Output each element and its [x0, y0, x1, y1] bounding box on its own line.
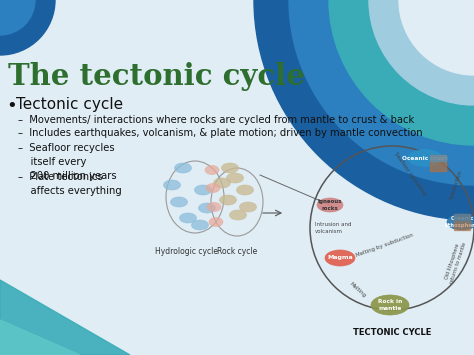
Ellipse shape — [171, 197, 188, 207]
Ellipse shape — [194, 185, 211, 195]
Text: Igneous
rocks: Igneous rocks — [318, 200, 342, 211]
Text: –  Includes earthquakes, volcanism, & plate motion; driven by mantle convection: – Includes earthquakes, volcanism, & pla… — [18, 128, 423, 138]
Ellipse shape — [227, 173, 244, 183]
Text: Old lithosphere
returns to mantle: Old lithosphere returns to mantle — [443, 240, 467, 284]
Ellipse shape — [191, 220, 209, 230]
Ellipse shape — [219, 195, 237, 205]
Circle shape — [369, 0, 474, 105]
Text: –  Seafloor recycles
    itself every
    200 million years: – Seafloor recycles itself every 200 mil… — [18, 143, 117, 181]
Text: The tectonic cycle: The tectonic cycle — [8, 62, 305, 91]
Ellipse shape — [205, 165, 219, 175]
Ellipse shape — [447, 214, 474, 230]
Ellipse shape — [317, 198, 343, 212]
Text: •: • — [6, 97, 17, 115]
Ellipse shape — [164, 180, 181, 190]
Text: Intrusion and
volcanism: Intrusion and volcanism — [315, 222, 352, 234]
Polygon shape — [430, 155, 446, 161]
Ellipse shape — [199, 203, 216, 213]
Ellipse shape — [207, 202, 221, 212]
Text: Melting by subduction: Melting by subduction — [355, 232, 414, 258]
Circle shape — [289, 0, 474, 185]
Text: Seafloor spreading: Seafloor spreading — [393, 151, 427, 197]
Ellipse shape — [237, 185, 254, 195]
Ellipse shape — [221, 163, 238, 173]
Polygon shape — [430, 155, 446, 171]
Ellipse shape — [239, 202, 256, 212]
Ellipse shape — [408, 149, 442, 166]
Text: Rock cycle: Rock cycle — [217, 247, 257, 256]
Polygon shape — [0, 280, 130, 355]
Circle shape — [0, 0, 35, 35]
Text: Subduction: Subduction — [449, 169, 463, 201]
Ellipse shape — [213, 178, 230, 188]
Ellipse shape — [371, 295, 409, 315]
Text: Rock in
mantle: Rock in mantle — [378, 299, 402, 311]
Polygon shape — [454, 214, 470, 220]
Ellipse shape — [174, 163, 191, 173]
Text: Hydrologic cycle: Hydrologic cycle — [155, 247, 219, 256]
Ellipse shape — [229, 210, 246, 220]
Text: Oceanic
lithosphere: Oceanic lithosphere — [445, 217, 474, 228]
Circle shape — [329, 0, 474, 145]
Polygon shape — [454, 214, 470, 230]
Circle shape — [254, 0, 474, 220]
Ellipse shape — [325, 250, 355, 266]
Polygon shape — [0, 320, 80, 355]
Text: TECTONIC CYCLE: TECTONIC CYCLE — [353, 328, 431, 337]
Ellipse shape — [206, 184, 220, 192]
Circle shape — [0, 0, 55, 55]
Text: Tectonic cycle: Tectonic cycle — [16, 97, 123, 112]
Ellipse shape — [180, 213, 197, 223]
Text: –  Plate tectonics
    affects everything: – Plate tectonics affects everything — [18, 172, 122, 196]
Text: Melting: Melting — [349, 282, 367, 299]
Text: Magma: Magma — [327, 256, 353, 261]
Circle shape — [399, 0, 474, 75]
Ellipse shape — [209, 218, 223, 226]
Text: –  Movements/ interactions where rocks are cycled from mantle to crust & back: – Movements/ interactions where rocks ar… — [18, 115, 414, 125]
Text: Oceanic crust: Oceanic crust — [402, 155, 447, 160]
